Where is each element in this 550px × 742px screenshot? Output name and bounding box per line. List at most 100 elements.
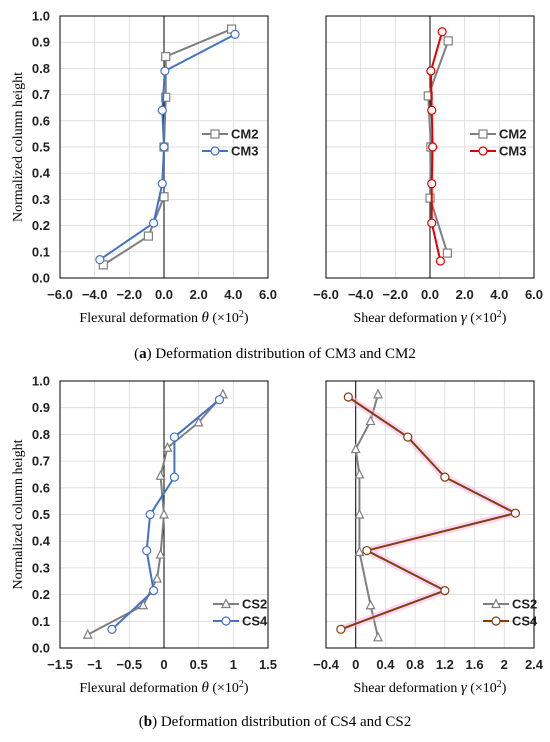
x-tick-label: −2.0 (116, 287, 142, 302)
data-point-cs2 (152, 572, 163, 583)
y-tick-label: 0.7 (32, 454, 50, 469)
x-tick-label: 6.0 (525, 287, 543, 302)
x-tick-label: 0.4 (376, 657, 395, 672)
y-tick-label: 0.1 (32, 244, 50, 259)
data-point-cs4 (107, 624, 117, 634)
x-tick-label: 0.5 (190, 657, 208, 672)
data-point-cs2 (365, 415, 376, 426)
data-point-cs4 (403, 432, 413, 442)
y-tick-label: 0.3 (32, 560, 50, 575)
y-tick-label: 0.4 (32, 166, 51, 181)
data-point-cs4 (510, 508, 521, 518)
x-tick-label: −4.0 (348, 287, 374, 302)
x-tick-label: −0.5 (116, 657, 142, 672)
legend-marker (491, 598, 501, 609)
y-tick-label: 1.0 (32, 374, 50, 389)
data-point-cm3 (159, 142, 169, 152)
chart-a-left: −6.0 −4.0 −2.0 0.0 2.0 4.0 6.0 0.0 0.1 0.2 0.3 0.4 0… (11, 9, 277, 327)
data-point-cs2 (162, 441, 173, 452)
x-tick-label: 1.5 (259, 657, 277, 672)
x-tick-label: 2.4 (525, 657, 544, 672)
x-axis-label-close: ) (244, 311, 249, 326)
data-point-cm3 (427, 218, 437, 228)
x-axis-label-close: ) (244, 681, 249, 696)
x-axis-label-exponent: 2 (239, 309, 244, 320)
data-point-cm2 (443, 36, 453, 46)
caption-a-text: Deformation distribution of CM3 and CM2 (151, 346, 416, 362)
data-point-cs2 (159, 508, 169, 519)
y-tick-label: 0.9 (32, 400, 50, 415)
x-axis-label-exponent: 2 (497, 679, 502, 690)
y-tick-label: 0.6 (32, 480, 50, 495)
data-point-cm2 (425, 193, 435, 203)
x-axis-label-symbol: θ (201, 310, 209, 326)
data-point-cs2 (373, 388, 383, 399)
x-axis-label: Shear deformation γ (×102) (354, 679, 507, 696)
y-tick-label: 0.2 (32, 587, 50, 602)
data-point-cs2 (155, 548, 166, 559)
data-point-cm3 (149, 218, 159, 228)
x-axis-label: Flexural deformation θ (×102) (79, 679, 249, 696)
data-point-cs2 (82, 628, 93, 639)
caption-a: (a) Deformation distribution of CM3 and … (134, 346, 416, 362)
y-tick-label: 0.5 (32, 140, 50, 155)
x-tick-label: 2 (501, 657, 508, 672)
x-axis-label-unit: (×10 (467, 681, 497, 696)
x-tick-label: 4.0 (224, 287, 242, 302)
legend-label: CS4 (512, 614, 538, 629)
data-point-cs4 (169, 432, 179, 442)
x-tick-label: −0.4 (313, 657, 339, 672)
data-point-cm2 (442, 248, 452, 258)
y-tick-label: 0.0 (32, 641, 50, 656)
y-tick-label: 0.8 (32, 61, 50, 76)
x-tick-label: 2.0 (190, 287, 208, 302)
x-axis-label: Shear deformation γ (×102) (354, 309, 507, 326)
y-tick-label: 0.1 (32, 614, 50, 629)
x-axis-label: Flexural deformation θ (×102) (79, 309, 249, 326)
x-tick-label: −6.0 (313, 287, 339, 302)
data-point-cs4 (336, 624, 346, 634)
data-point-cm3 (157, 179, 167, 189)
series-line-cs2 (354, 394, 379, 638)
data-point-cm3 (160, 66, 170, 76)
data-point-cs2 (354, 468, 365, 479)
y-tick-label: 0.5 (32, 507, 50, 522)
y-tick-label: 0.2 (32, 218, 50, 233)
legend-label: CM3 (499, 144, 526, 159)
x-tick-label: 1.6 (466, 657, 484, 672)
chart-b-right: −0.4 0 0.4 0.8 1.2 1.6 2 2.4 Shear deformation γ… (313, 380, 544, 696)
x-axis-label-unit: (×10 (467, 311, 497, 326)
x-tick-label: −2.0 (382, 287, 408, 302)
legend-marker (478, 129, 488, 139)
data-point-cm3 (437, 27, 447, 37)
x-tick-label: 2.0 (456, 287, 474, 302)
data-point-cm2 (161, 52, 171, 62)
data-point-cs2 (193, 416, 204, 427)
legend-label: CM2 (231, 127, 258, 142)
data-point-cs2 (354, 508, 365, 519)
legend-label: CM3 (231, 144, 258, 159)
legend-label: CS4 (242, 614, 268, 629)
legend-label: CS2 (242, 597, 267, 612)
data-point-cs2 (350, 443, 361, 454)
data-point-cs2 (373, 631, 383, 642)
chart-b-left: −1.5 −1 −0.5 0 0.5 1 1.5 0.0 0.1 0.2 0.3 0.4 0.5 0.6 0… (11, 374, 277, 697)
x-tick-label: 0 (160, 657, 167, 672)
x-axis-label-unit: (×10 (209, 681, 239, 696)
data-point-cm3 (426, 66, 436, 76)
y-tick-label: 0.9 (32, 35, 50, 50)
x-tick-label: 1 (230, 657, 237, 672)
caption-a-letter: a (139, 346, 147, 362)
x-tick-label: 6.0 (259, 287, 277, 302)
data-point-cs2 (138, 599, 149, 610)
y-tick-label: 0.3 (32, 192, 50, 207)
x-axis-label-exponent: 2 (497, 309, 502, 320)
x-tick-label: 4.0 (490, 287, 508, 302)
y-tick-label: 0.6 (32, 113, 50, 128)
legend-label: CS2 (512, 597, 537, 612)
data-point-cm3 (157, 105, 167, 115)
data-point-cm3 (95, 255, 105, 265)
legend-marker (491, 616, 501, 626)
x-tick-label: −1.5 (47, 657, 73, 672)
